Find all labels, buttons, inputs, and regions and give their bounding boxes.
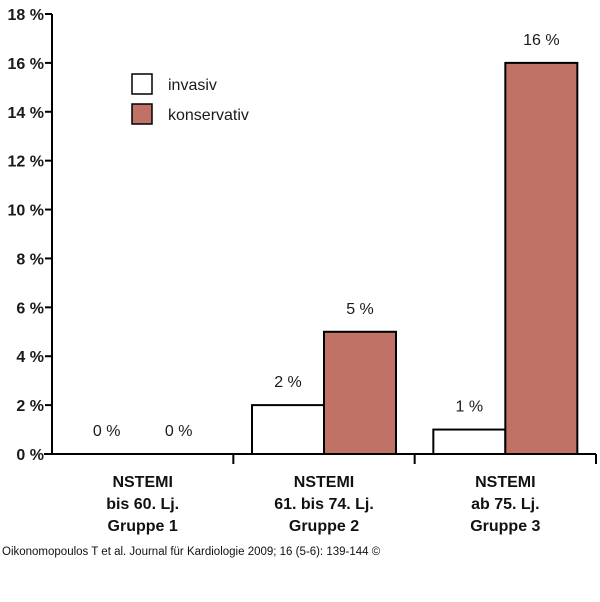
data-label: 2 % [274, 374, 302, 391]
source-credit: Oikonomopoulos T et al. Journal für Kard… [2, 546, 381, 558]
x-category-label: NSTEMI [475, 474, 535, 491]
y-tick-label: 4 % [16, 349, 44, 366]
legend-swatch-invasiv [131, 73, 153, 95]
bar-konservativ-2 [323, 330, 397, 455]
x-category-label: Gruppe 2 [289, 518, 359, 535]
data-label: 16 % [523, 32, 559, 49]
legend-label-invasiv: invasiv [168, 77, 217, 94]
legend-swatch-konservativ [131, 103, 153, 125]
data-label: 0 % [165, 423, 193, 440]
x-category-label: Gruppe 1 [108, 518, 178, 535]
bar-konservativ-3 [504, 61, 579, 456]
x-category-label: ab 75. Lj. [471, 496, 539, 513]
y-tick-label: 8 % [16, 251, 44, 268]
data-label: 0 % [93, 423, 121, 440]
chart-axes: 0 % 2 % 4 % 6 % 8 % 10 % 12 % 14 % 16 % 18 % [8, 7, 597, 464]
chart-bars [251, 61, 579, 456]
y-tick-label: 14 % [8, 105, 44, 122]
y-tick-label: 2 % [16, 398, 44, 415]
bar-invasiv-2 [251, 404, 325, 456]
y-tick-label: 10 % [8, 203, 44, 220]
chart-legend: invasiv konservativ [131, 73, 249, 125]
chart-labels: 0 % 0 % NSTEMI bis 60. Lj. Gruppe 1 2 % 5 % NST… [93, 32, 560, 535]
bar-chart: 0 %2 %4 %6 %8 %10 %12 %14 %16 %18 % 0 % 0… [8, 7, 597, 535]
x-category-label: Gruppe 3 [470, 518, 540, 535]
x-category-label: bis 60. Lj. [106, 496, 179, 513]
y-tick-label: 0 % [16, 447, 44, 464]
data-label: 1 % [456, 399, 484, 416]
legend-label-konservativ: konservativ [168, 107, 249, 124]
y-tick-label: 16 % [8, 56, 44, 73]
y-tick-label: 12 % [8, 154, 44, 171]
x-category-label: 61. bis 74. Lj. [274, 496, 374, 513]
x-category-label: NSTEMI [112, 474, 172, 491]
y-tick-label: 18 % [8, 7, 44, 24]
y-tick-label: 6 % [16, 300, 44, 317]
x-category-label: NSTEMI [294, 474, 354, 491]
data-label: 5 % [346, 301, 374, 318]
bar-invasiv-3 [432, 428, 507, 455]
